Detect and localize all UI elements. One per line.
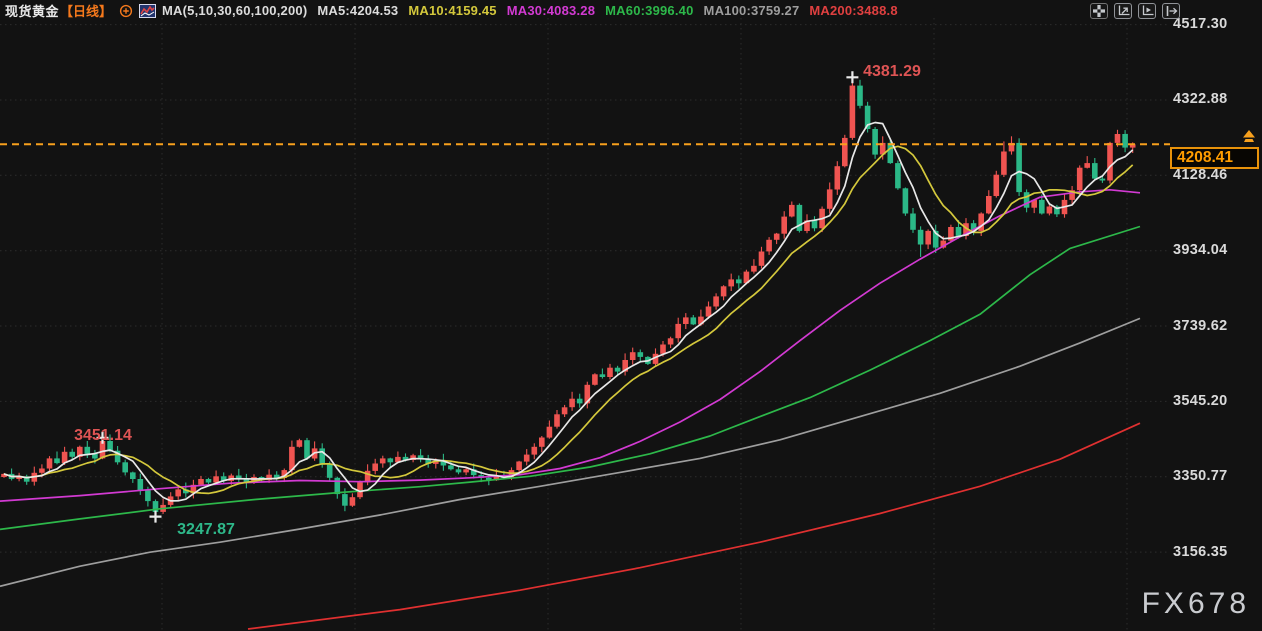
legend-item: MA5:4204.53 — [317, 3, 399, 18]
ma200-line — [247, 422, 1141, 630]
topbar: 现货黄金 【日线】 MA(5,10,30,60,100,200) MA5:4204… — [0, 0, 898, 21]
ma-legend: MA(5,10,30,60,100,200) MA5:4204.53 MA10:41… — [162, 3, 898, 18]
legend-item: MA30:4083.28 — [506, 3, 596, 18]
ma30-line — [0, 188, 1141, 502]
ma60-line — [0, 225, 1141, 531]
legend-item: MA(5,10,30,60,100,200) — [162, 3, 308, 18]
add-indicator-icon[interactable] — [119, 4, 133, 18]
ma100-line — [0, 317, 1141, 588]
axis-label: 3545.20 — [1173, 392, 1228, 409]
symbol-title: 现货黄金 — [5, 4, 60, 19]
pane-arrow-right-icon[interactable] — [1162, 3, 1180, 19]
extreme-marker-icon — [149, 510, 162, 523]
ma5-line — [3, 121, 1134, 502]
pan-crosshair-icon[interactable] — [1090, 3, 1108, 19]
axis-label: 3739.62 — [1173, 317, 1228, 334]
axis-label: 4517.30 — [1173, 16, 1228, 33]
price-up-arrow-icon — [1242, 130, 1256, 150]
axis-label: 3934.04 — [1173, 242, 1228, 259]
extreme-price-label: 3247.87 — [177, 521, 235, 538]
legend-item: MA10:4159.45 — [408, 3, 497, 18]
timeframe-label: 【日线】 — [60, 4, 113, 19]
legend-item: MA60:3996.40 — [605, 3, 694, 18]
legend-item: MA200:3488.8 — [809, 3, 898, 18]
last-price-tag: 4208.41 — [1170, 147, 1259, 170]
axis-label: 3350.77 — [1173, 468, 1228, 485]
extreme-price-label: 4381.29 — [863, 63, 921, 80]
axis-label: 4128.46 — [1173, 166, 1228, 183]
legend-item: MA100:3759.27 — [703, 3, 800, 18]
candles — [1, 77, 1136, 517]
axis-label: 3156.35 — [1173, 543, 1228, 560]
extreme-marker-icon — [96, 431, 109, 444]
chart-logo-icon — [139, 3, 157, 18]
chart-canvas[interactable]: 4381.29 3451.14 3247.87 — [0, 0, 1170, 631]
ma10-line — [3, 145, 1134, 495]
chart-toolbar — [1090, 3, 1180, 19]
price-axis[interactable]: 4208.41 4517.30 4322.88 4128.46 3934.04 3739… — [1170, 0, 1262, 631]
axis-scale-up-icon[interactable] — [1114, 3, 1132, 19]
extreme-marker-icon — [846, 71, 859, 84]
watermark: FX678 — [1141, 587, 1250, 620]
axis-label: 4322.88 — [1173, 91, 1228, 108]
extreme-price-label: 3451.14 — [74, 427, 132, 444]
axis-play-icon[interactable] — [1138, 3, 1156, 19]
